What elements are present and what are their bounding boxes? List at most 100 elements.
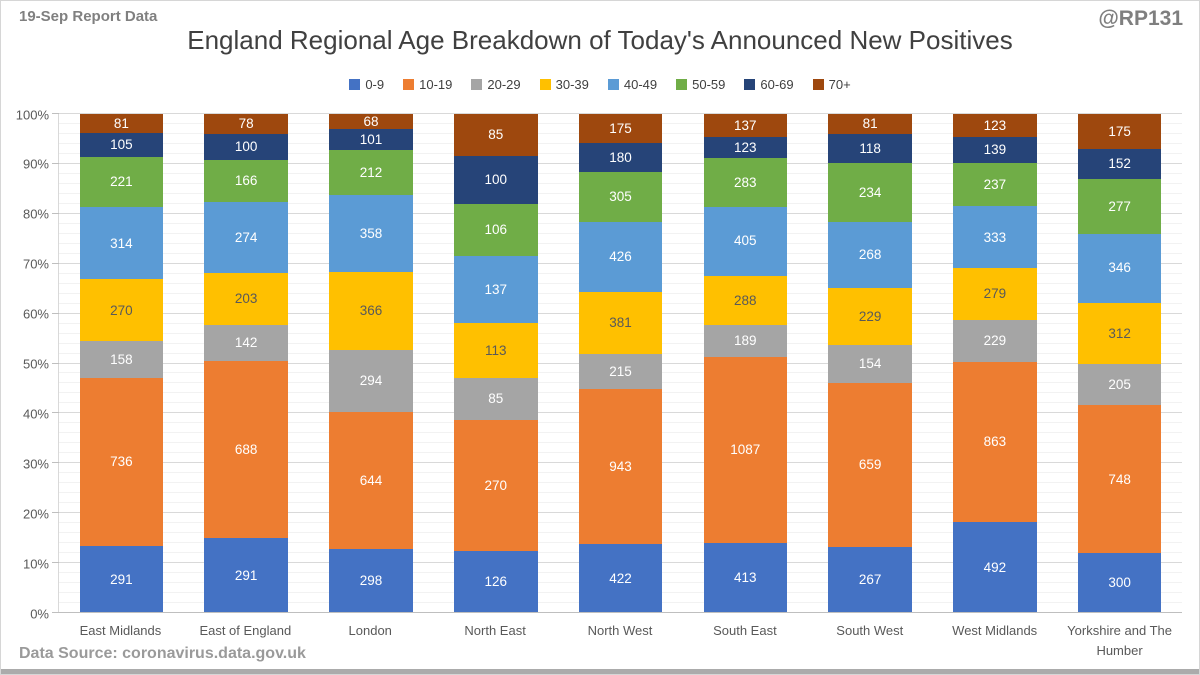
stacked-bar-london: 298 644 294 366 358 212 101 68 xyxy=(329,114,413,613)
y-tick-mark xyxy=(52,362,59,364)
bar-segment-value: 137 xyxy=(734,118,757,133)
legend-label: 30-39 xyxy=(555,77,589,92)
y-tick-label: 90% xyxy=(22,156,49,172)
y-tick-mark xyxy=(52,262,59,264)
bar-segment-value: 100 xyxy=(484,172,507,188)
bar-segment-east-midlands-70: 81 xyxy=(79,114,164,133)
bar-segment-value: 113 xyxy=(484,342,507,358)
legend-item-50-59: 50-59 xyxy=(676,77,725,92)
bar-segment-value: 346 xyxy=(1108,260,1131,276)
bar-segment-west-midlands-60-69: 139 xyxy=(953,136,1037,163)
bar-segment-value: 175 xyxy=(1108,123,1131,139)
bar-segment-north-east-70: 85 xyxy=(453,114,538,156)
bar-segment-value: 175 xyxy=(609,120,632,136)
legend-item-30-39: 30-39 xyxy=(539,77,589,92)
bar-segment-value: 118 xyxy=(859,141,881,157)
author-watermark: @RP131 xyxy=(1098,7,1183,30)
bar-segment-north-west-40-49: 426 xyxy=(578,222,663,292)
bar-slot-west-midlands: 492 863 229 279 333 237 139 123 xyxy=(932,114,1057,613)
legend-swatch-icon xyxy=(676,79,688,90)
bar-segment-value: 203 xyxy=(234,291,258,307)
bar-segment-value: 68 xyxy=(363,113,379,129)
legend: 0-9 10-19 20-29 30-39 40-49 50-59 60-69 70+ xyxy=(1,77,1199,92)
bar-segment-value: 688 xyxy=(234,442,258,458)
y-tick-mark xyxy=(52,312,59,314)
y-tick-label: 30% xyxy=(22,456,49,472)
bar-segment-north-west-10-19: 943 xyxy=(578,389,663,544)
y-tick-label: 60% xyxy=(22,306,49,322)
bar-segment-yorkshire-and-the-humber-40-49: 346 xyxy=(1077,233,1162,303)
bar-segment-yorkshire-and-the-humber-0-9: 300 xyxy=(1077,553,1162,613)
bar-segment-east-midlands-20-29: 158 xyxy=(79,341,164,378)
bar-segment-value: 943 xyxy=(609,458,632,474)
bar-segment-east-of-england-40-49: 274 xyxy=(204,202,288,273)
bar-segment-east-of-england-0-9: 291 xyxy=(204,538,288,613)
legend-item-60-69: 60-69 xyxy=(744,77,794,92)
bar-segment-north-east-20-29: 85 xyxy=(453,378,538,420)
bar-segment-value: 267 xyxy=(858,572,882,588)
bar-segment-value: 333 xyxy=(983,229,1007,245)
stacked-bar-yorkshire-and-the-humber: 300 748 205 312 346 277 152 175 xyxy=(1077,114,1162,613)
bar-segment-north-west-70: 175 xyxy=(578,114,663,143)
bar-segment-value: 237 xyxy=(983,176,1007,192)
y-tick-label: 40% xyxy=(22,406,49,422)
bar-segment-yorkshire-and-the-humber-30-39: 312 xyxy=(1077,302,1162,365)
bar-segment-north-west-60-69: 180 xyxy=(578,142,663,173)
bar-segment-value: 189 xyxy=(734,333,757,349)
y-tick-label: 70% xyxy=(22,256,49,272)
bar-segment-value: 381 xyxy=(609,315,632,331)
bar-segment-south-east-70: 137 xyxy=(703,114,788,138)
bar-segment-west-midlands-70: 123 xyxy=(953,114,1037,137)
bar-segment-value: 205 xyxy=(1108,376,1131,392)
bar-segment-east-midlands-40-49: 314 xyxy=(79,207,164,280)
bar-segment-value: 270 xyxy=(110,302,133,318)
bar-segment-value: 748 xyxy=(1108,471,1131,487)
bar-segment-value: 422 xyxy=(609,570,632,586)
bar-slot-east-midlands: 291 736 158 270 314 221 105 81 xyxy=(59,114,184,613)
stacked-bar-east-of-england: 291 688 142 203 274 166 100 78 xyxy=(204,114,288,613)
bar-segment-east-of-england-30-39: 203 xyxy=(204,272,288,325)
legend-swatch-icon xyxy=(403,79,415,90)
bar-segment-value: 268 xyxy=(858,247,882,263)
bar-segment-value: 492 xyxy=(983,559,1007,575)
legend-item-40-49: 40-49 xyxy=(607,77,657,92)
bar-segment-south-east-50-59: 283 xyxy=(703,158,788,207)
bar-segment-london-40-49: 358 xyxy=(329,195,413,272)
y-tick-label: 10% xyxy=(22,556,49,572)
bar-segment-london-70: 68 xyxy=(329,113,413,129)
x-category-label-west-midlands: West Midlands xyxy=(952,623,1038,638)
bar-segment-value: 288 xyxy=(734,292,757,308)
bar-segment-west-midlands-10-19: 863 xyxy=(953,362,1037,522)
y-tick-label: 0% xyxy=(30,606,49,621)
bar-segment-value: 279 xyxy=(983,286,1007,302)
bar-segment-value: 152 xyxy=(1108,156,1131,172)
bar-segment-value: 154 xyxy=(858,356,882,372)
legend-item-10-19: 10-19 xyxy=(403,77,452,92)
data-source-label: Data Source: coronavirus.data.gov.uk xyxy=(19,645,306,662)
y-tick-label: 80% xyxy=(22,206,49,222)
y-tick-label: 100% xyxy=(15,107,49,122)
bar-segment-north-west-20-29: 215 xyxy=(578,354,663,390)
bar-segment-yorkshire-and-the-humber-10-19: 748 xyxy=(1077,405,1162,554)
x-category-label-south-west: South West xyxy=(836,623,904,638)
legend-item-70: 70+ xyxy=(812,77,851,92)
bar-segment-value: 366 xyxy=(359,302,383,318)
bar-slot-east-of-england: 291 688 142 203 274 166 100 78 xyxy=(184,114,309,613)
bar-segment-east-midlands-50-59: 221 xyxy=(79,156,164,208)
bar-segment-east-of-england-60-69: 100 xyxy=(204,134,288,160)
bar-segment-value: 426 xyxy=(609,249,632,265)
bar-segment-south-east-40-49: 405 xyxy=(703,206,788,276)
bar-segment-value: 229 xyxy=(858,308,882,324)
x-category-label-east-midlands: East Midlands xyxy=(79,623,162,638)
bar-segment-north-east-0-9: 126 xyxy=(453,551,538,613)
y-tick-label: 50% xyxy=(22,356,49,372)
bar-segment-value: 81 xyxy=(113,115,129,131)
bar-segment-london-20-29: 294 xyxy=(329,349,413,413)
bar-segment-value: 1087 xyxy=(730,442,761,458)
bar-segment-north-west-30-39: 381 xyxy=(578,291,663,355)
stacked-bar-west-midlands: 492 863 229 279 333 237 139 123 xyxy=(953,114,1037,613)
bar-segment-yorkshire-and-the-humber-50-59: 277 xyxy=(1077,178,1162,234)
bar-segment-north-east-10-19: 270 xyxy=(453,419,538,552)
x-category-label-east-of-england: East of England xyxy=(199,623,292,638)
bar-segment-south-west-70: 81 xyxy=(828,114,912,135)
